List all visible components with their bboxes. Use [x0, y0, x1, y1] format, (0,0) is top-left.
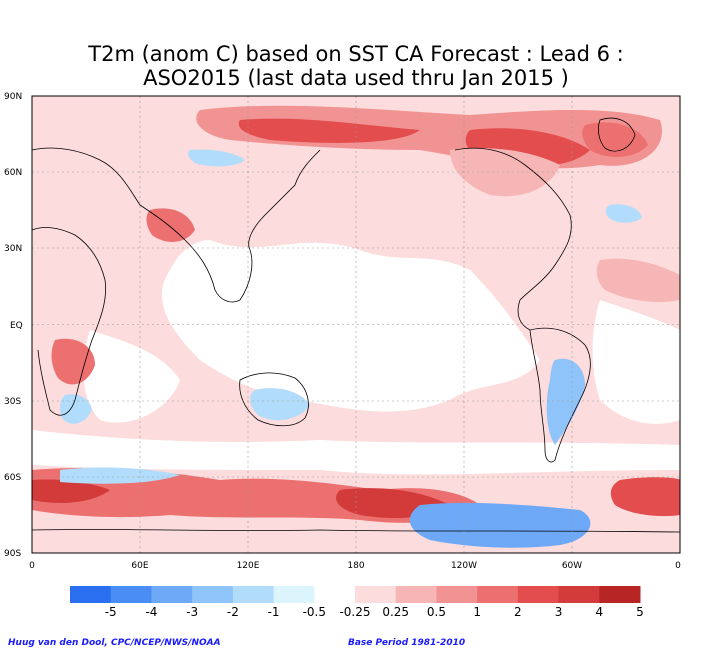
- legend-label: 2: [514, 605, 522, 619]
- legend-label: 3: [555, 605, 563, 619]
- lon-label: 180: [347, 561, 364, 571]
- warm-core-siberia: [238, 118, 420, 143]
- legend-swatch: [599, 586, 641, 603]
- legend-label: -2: [227, 605, 239, 619]
- legend-label: 4: [595, 605, 603, 619]
- coast-eurasia: [32, 147, 321, 303]
- legend-label: -3: [186, 605, 198, 619]
- legend-swatch: [70, 586, 112, 603]
- credit-text: Huug van den Dool, CPC/NCEP/NWS/NOAA: [8, 638, 221, 648]
- lon-label: 60E: [131, 561, 148, 571]
- lat-label: 60S: [4, 473, 21, 483]
- lat-lon-grid: [32, 96, 680, 553]
- coastlines: [32, 117, 680, 533]
- legend-swatch: [192, 586, 234, 603]
- warm-core-indian-south: [32, 479, 110, 503]
- neutral-region-atlantic: [592, 300, 680, 424]
- lon-labels: 0 60E 120E 180 120W 60W 0: [29, 561, 681, 571]
- cold-region-antarctic-east: [60, 467, 180, 484]
- legend-labels: -5 -4 -3 -2 -1 -0.5 -0.25 0.25 0.5 1 2 3 4 5: [105, 605, 644, 619]
- legend-swatch: [232, 586, 275, 603]
- cold-patch-africa-south: [59, 394, 92, 424]
- legend-swatch: [477, 586, 519, 603]
- legend-label: -4: [145, 605, 157, 619]
- map-frame: [31, 95, 681, 554]
- neutral-region-indian: [83, 330, 180, 423]
- lon-label: 120E: [237, 561, 260, 571]
- cold-patch-central-asia: [187, 149, 245, 167]
- coast-greenland: [598, 117, 636, 152]
- lon-label: 0: [29, 561, 35, 571]
- lon-label: 0: [675, 561, 681, 571]
- legend-swatch: [517, 586, 560, 603]
- chart-title-line2: ASO2015 (last data used thru Jan 2015 ): [143, 66, 569, 90]
- cold-patch-australia: [250, 388, 310, 421]
- base-period-text: Base Period 1981-2010: [348, 638, 466, 648]
- warm-patch-north-pacific-east: [450, 148, 560, 197]
- legend-swatch: [436, 586, 478, 603]
- coast-north-america: [454, 147, 572, 331]
- lat-label: 30N: [4, 244, 22, 254]
- coast-south-america: [529, 327, 591, 463]
- legend-swatch: [273, 586, 315, 603]
- legend-swatch: [355, 586, 397, 603]
- warm-core-weddell: [610, 477, 680, 517]
- warm-patch-middle-east: [146, 208, 195, 242]
- lon-label: 120W: [451, 561, 477, 571]
- coast-africa: [32, 227, 107, 416]
- legend-label: 1: [473, 605, 481, 619]
- lat-label: 90N: [4, 92, 22, 102]
- coast-australia: [239, 372, 309, 427]
- legend-swatch: [151, 586, 193, 603]
- cold-patch-north-atlantic: [605, 204, 642, 223]
- legend-label: 5: [636, 605, 644, 619]
- legend-swatch: [395, 586, 437, 603]
- legend-label: -5: [105, 605, 117, 619]
- legend-label: -1: [268, 605, 280, 619]
- neutral-region-pacific: [161, 240, 540, 412]
- lat-label: 60N: [4, 168, 22, 178]
- legend-label: -0.25: [339, 605, 370, 619]
- cold-region-antarctica: [409, 502, 591, 548]
- warm-patch-africa: [51, 338, 95, 385]
- legend-swatches: [70, 586, 641, 603]
- cold-patch-south-america: [546, 358, 585, 445]
- coast-antarctica: [32, 529, 680, 533]
- lat-label: EQ: [10, 321, 23, 331]
- lon-label: 60W: [562, 561, 582, 571]
- lat-label: 90S: [4, 549, 21, 559]
- legend-swatch: [314, 586, 356, 603]
- chart-title-line1: T2m (anom C) based on SST CA Forecast : …: [88, 42, 624, 66]
- lat-labels: 90N 60N 30N EQ 30S 60S 90S: [4, 92, 23, 559]
- lat-label: 30S: [4, 397, 21, 407]
- legend-swatch: [558, 586, 600, 603]
- legend-label: 0.25: [382, 605, 409, 619]
- legend-swatch: [110, 586, 152, 603]
- anomaly-fields: [32, 96, 680, 553]
- legend-label: -0.5: [303, 605, 326, 619]
- warm-patch-tropical-atlantic: [596, 258, 680, 302]
- legend-label: 0.5: [427, 605, 446, 619]
